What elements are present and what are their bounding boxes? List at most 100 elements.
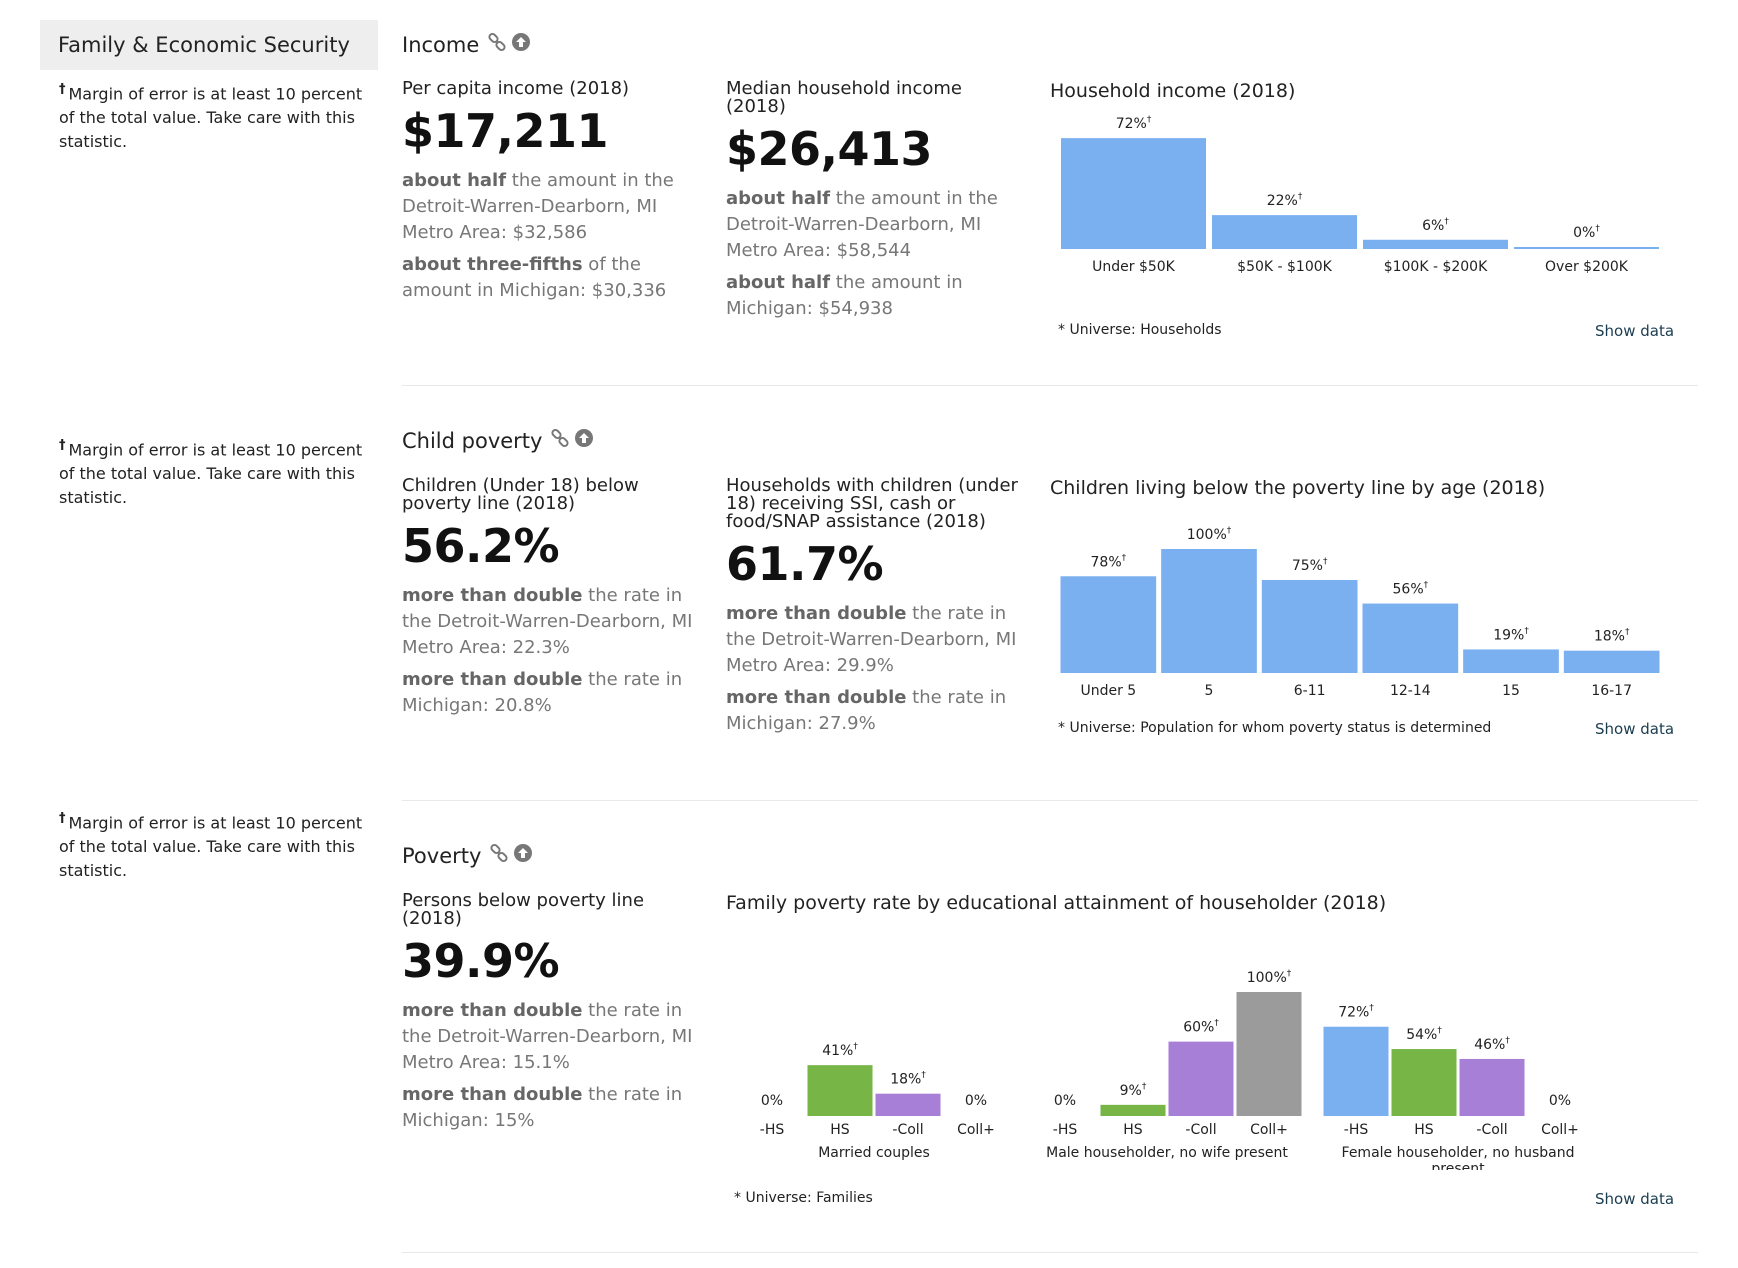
- moe-footnote-text: Margin of error is at least 10 percent o…: [59, 440, 363, 508]
- category-label: HS: [830, 1122, 850, 1138]
- bar[interactable]: [1212, 215, 1357, 249]
- comparison-emphasis: more than double: [726, 687, 907, 708]
- arrow-up-circle-icon[interactable]: [513, 843, 533, 868]
- bar[interactable]: [1161, 549, 1257, 673]
- comparison-metro: more than double the rate in the Detroit…: [726, 601, 1026, 679]
- comparison-text: the rate in Michigan: 27.9%: [726, 687, 1007, 734]
- link-icon[interactable]: [489, 843, 509, 868]
- moe-dagger: †: [921, 1071, 926, 1081]
- moe-dagger: †: [1505, 1036, 1510, 1046]
- stat-label: Persons below poverty line (2018): [402, 890, 645, 929]
- comparison-metro: more than double the rate in the Detroit…: [402, 583, 702, 661]
- group-label: Female householder, no husband present: [1342, 1145, 1575, 1170]
- sidebar-title[interactable]: Family & Economic Security: [40, 20, 378, 70]
- comparison-text: the amount in Michigan: $54,938: [726, 272, 963, 319]
- moe-dagger: †: [1147, 115, 1152, 125]
- moe-dagger: †: [1369, 1004, 1374, 1014]
- show-data-link[interactable]: Show data: [1595, 720, 1675, 738]
- moe-dagger: †: [1214, 1019, 1219, 1029]
- category-label: Under 5: [1080, 683, 1136, 699]
- stat-households-assistance: Households with children (under 18) rece…: [726, 477, 1026, 737]
- chart-title: Household income (2018): [1050, 80, 1296, 102]
- bar-value-label: 75%†: [1292, 557, 1328, 574]
- comparison-state: about three-fifths of the amount in Mich…: [402, 252, 692, 304]
- section-divider: [402, 800, 1698, 801]
- bar-value-label: 0%: [965, 1093, 987, 1109]
- comparison-text: the amount in the Detroit-Warren-Dearbor…: [726, 188, 998, 261]
- bar[interactable]: [1514, 247, 1659, 249]
- stat-label: Median household income (2018): [726, 78, 962, 117]
- category-label: Over $200K: [1545, 259, 1629, 275]
- bar[interactable]: [1236, 992, 1302, 1116]
- moe-footnote-text: Margin of error is at least 10 percent o…: [59, 84, 363, 152]
- moe-footnote: † Margin of error is at least 10 percent …: [59, 78, 369, 154]
- stat-persons-below-poverty: Persons below poverty line (2018) 39.9% …: [402, 892, 702, 1134]
- bar[interactable]: [1362, 603, 1459, 673]
- comparison-metro: more than double the rate in the Detroit…: [402, 998, 702, 1076]
- show-data-link[interactable]: Show data: [1595, 1190, 1675, 1208]
- arrow-up-circle-icon[interactable]: [511, 32, 531, 57]
- bar-value-label: 0%: [1549, 1093, 1571, 1109]
- bar[interactable]: [1459, 1058, 1525, 1116]
- bar[interactable]: [1261, 580, 1358, 673]
- universe-note: * Universe: Families: [734, 1190, 873, 1206]
- dagger-mark: †: [59, 82, 66, 97]
- show-data-link[interactable]: Show data: [1595, 322, 1675, 340]
- bar-value-label: 72%†: [1338, 1004, 1374, 1021]
- bar[interactable]: [807, 1065, 873, 1116]
- section-title-child-poverty: Child poverty: [402, 428, 594, 453]
- category-label: HS: [1123, 1122, 1143, 1138]
- stat-label: Per capita income (2018): [402, 78, 630, 99]
- bar[interactable]: [1168, 1041, 1234, 1116]
- bar-value-label: 0%: [761, 1093, 783, 1109]
- bar-value-label: 41%†: [822, 1042, 858, 1059]
- stat-value: $26,413: [726, 122, 933, 176]
- bar[interactable]: [875, 1093, 941, 1116]
- comparison-emphasis: more than double: [402, 585, 583, 606]
- stat-label: Households with children (under 18) rece…: [726, 475, 1018, 532]
- comparison-emphasis: more than double: [402, 1000, 583, 1021]
- moe-dagger: †: [1625, 628, 1630, 638]
- section-title-text: Income: [402, 32, 480, 57]
- bar[interactable]: [1060, 576, 1157, 673]
- category-label: 15: [1502, 683, 1520, 699]
- moe-dagger: †: [853, 1042, 858, 1052]
- moe-dagger: †: [1595, 224, 1600, 234]
- bar[interactable]: [1323, 1026, 1389, 1116]
- chart-title: Children living below the poverty line b…: [1050, 477, 1546, 499]
- bar-value-label: 6%†: [1422, 217, 1449, 234]
- category-label: Coll+: [957, 1122, 995, 1138]
- bar-value-label: 22%†: [1267, 192, 1303, 209]
- link-icon[interactable]: [487, 32, 507, 57]
- moe-footnote-text: Margin of error is at least 10 percent o…: [59, 813, 363, 881]
- comparison-state: about half the amount in Michigan: $54,9…: [726, 270, 1016, 322]
- moe-dagger: †: [1298, 192, 1303, 202]
- bar[interactable]: [1100, 1104, 1166, 1116]
- bar[interactable]: [1363, 239, 1508, 249]
- category-label: -HS: [1344, 1122, 1369, 1138]
- comparison-emphasis: about half: [726, 188, 831, 209]
- stat-value: $17,211: [402, 104, 609, 158]
- stat-per-capita-income: Per capita income (2018) $17,211 about h…: [402, 80, 692, 304]
- bar[interactable]: [1061, 138, 1206, 249]
- bar[interactable]: [1391, 1049, 1457, 1116]
- bar-value-label: 0%: [1054, 1093, 1076, 1109]
- moe-dagger: †: [1287, 969, 1292, 979]
- bar[interactable]: [1463, 649, 1559, 673]
- arrow-up-circle-icon[interactable]: [574, 428, 594, 453]
- moe-dagger: †: [1524, 626, 1529, 636]
- bar[interactable]: [1563, 650, 1660, 673]
- category-label: Coll+: [1250, 1122, 1288, 1138]
- link-icon[interactable]: [550, 428, 570, 453]
- moe-dagger: †: [1122, 553, 1127, 563]
- moe-dagger: †: [1142, 1082, 1147, 1092]
- section-divider: [402, 1252, 1698, 1253]
- stat-value: 39.9%: [402, 934, 560, 988]
- bar-value-label: 60%†: [1183, 1019, 1219, 1036]
- bar-value-label: 19%†: [1493, 626, 1529, 643]
- category-label: HS: [1414, 1122, 1434, 1138]
- universe-note: * Universe: Households: [1058, 322, 1222, 338]
- stat-children-below-poverty: Children (Under 18) below poverty line (…: [402, 477, 702, 719]
- household-income-chart: 72%† Under $50K 22%† $50K - $100K 6%† $100K -…: [1061, 115, 1659, 275]
- category-label: 6-11: [1294, 683, 1326, 699]
